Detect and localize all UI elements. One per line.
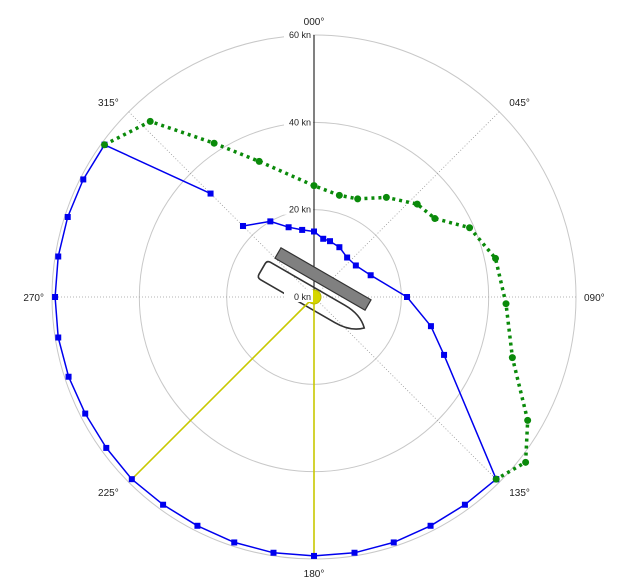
series-point xyxy=(310,182,318,190)
series-point xyxy=(299,226,306,233)
series-point xyxy=(194,522,201,529)
data-series xyxy=(52,117,532,559)
radial-tick-label: 40 kn xyxy=(289,117,311,127)
series-point xyxy=(413,200,421,208)
series-line xyxy=(313,230,497,480)
axis-labels: 000° 045° 090° 135° 180° 225° 270° 315° 0 kn 20 k… xyxy=(23,17,604,580)
vessel-deck-bar xyxy=(274,246,372,312)
series-point xyxy=(55,334,62,341)
series-point xyxy=(64,213,71,220)
series-line xyxy=(54,144,497,557)
vessel-deck-icon xyxy=(274,246,372,312)
series-point xyxy=(311,552,317,559)
series-point xyxy=(431,215,439,223)
series-point xyxy=(427,522,434,529)
series-point xyxy=(351,549,358,556)
series-point xyxy=(207,190,214,197)
series-point xyxy=(82,410,89,417)
series-point xyxy=(320,235,327,242)
wind-indicator xyxy=(131,289,322,556)
angle-tick-label: 090° xyxy=(584,293,605,304)
series-line xyxy=(103,119,530,481)
series-point xyxy=(522,458,530,466)
series-point xyxy=(354,195,362,203)
series-point xyxy=(128,476,135,483)
series-point xyxy=(103,444,110,451)
series-point xyxy=(231,539,238,546)
radial-tick-label: 0 kn xyxy=(294,292,311,302)
series-point xyxy=(101,141,109,149)
series-point xyxy=(461,501,468,508)
series-point xyxy=(160,501,167,508)
series-line xyxy=(104,144,211,195)
series-point xyxy=(270,549,277,556)
series-point xyxy=(80,176,87,183)
series-point xyxy=(390,539,397,546)
angular-gridline xyxy=(313,111,500,298)
series-point xyxy=(524,416,532,424)
series-point xyxy=(52,294,59,300)
series-point xyxy=(311,228,317,235)
series-point xyxy=(335,191,343,199)
series-point xyxy=(441,351,448,358)
series-point xyxy=(352,262,359,269)
angle-tick-label: 000° xyxy=(304,17,325,28)
series-point xyxy=(508,354,516,362)
radial-tick-label: 60 kn xyxy=(289,30,311,40)
angle-tick-label: 045° xyxy=(509,98,530,109)
series-point xyxy=(65,373,72,380)
angle-tick-label: 180° xyxy=(304,569,325,580)
series-point xyxy=(285,224,292,231)
angle-tick-label: 135° xyxy=(509,488,530,499)
series-point xyxy=(492,475,500,483)
series-point xyxy=(55,253,62,260)
series-point xyxy=(327,238,334,245)
radial-tick-backdrop xyxy=(284,115,313,128)
series-point xyxy=(336,244,343,251)
radial-tick-backdrop xyxy=(284,202,313,215)
series-point xyxy=(502,300,510,308)
series-point xyxy=(367,272,374,279)
series-point xyxy=(210,139,218,147)
radial-tick-label: 20 kn xyxy=(289,205,311,215)
series-point xyxy=(267,218,274,225)
series-point xyxy=(255,157,263,165)
series-point xyxy=(492,254,500,262)
series-point xyxy=(239,222,246,229)
angle-tick-label: 225° xyxy=(98,488,119,499)
series-point xyxy=(146,117,154,125)
series-point xyxy=(382,193,390,201)
radial-tick-backdrop xyxy=(284,290,313,302)
wind-ray xyxy=(131,296,315,480)
series-point xyxy=(344,254,351,261)
radial-tick-backdrop xyxy=(284,28,313,40)
angular-gridline xyxy=(313,296,500,483)
series-point xyxy=(427,323,434,330)
angle-tick-label: 270° xyxy=(23,293,44,304)
series-point xyxy=(404,294,411,300)
angle-tick-label: 315° xyxy=(98,98,119,109)
series-point xyxy=(466,224,474,232)
